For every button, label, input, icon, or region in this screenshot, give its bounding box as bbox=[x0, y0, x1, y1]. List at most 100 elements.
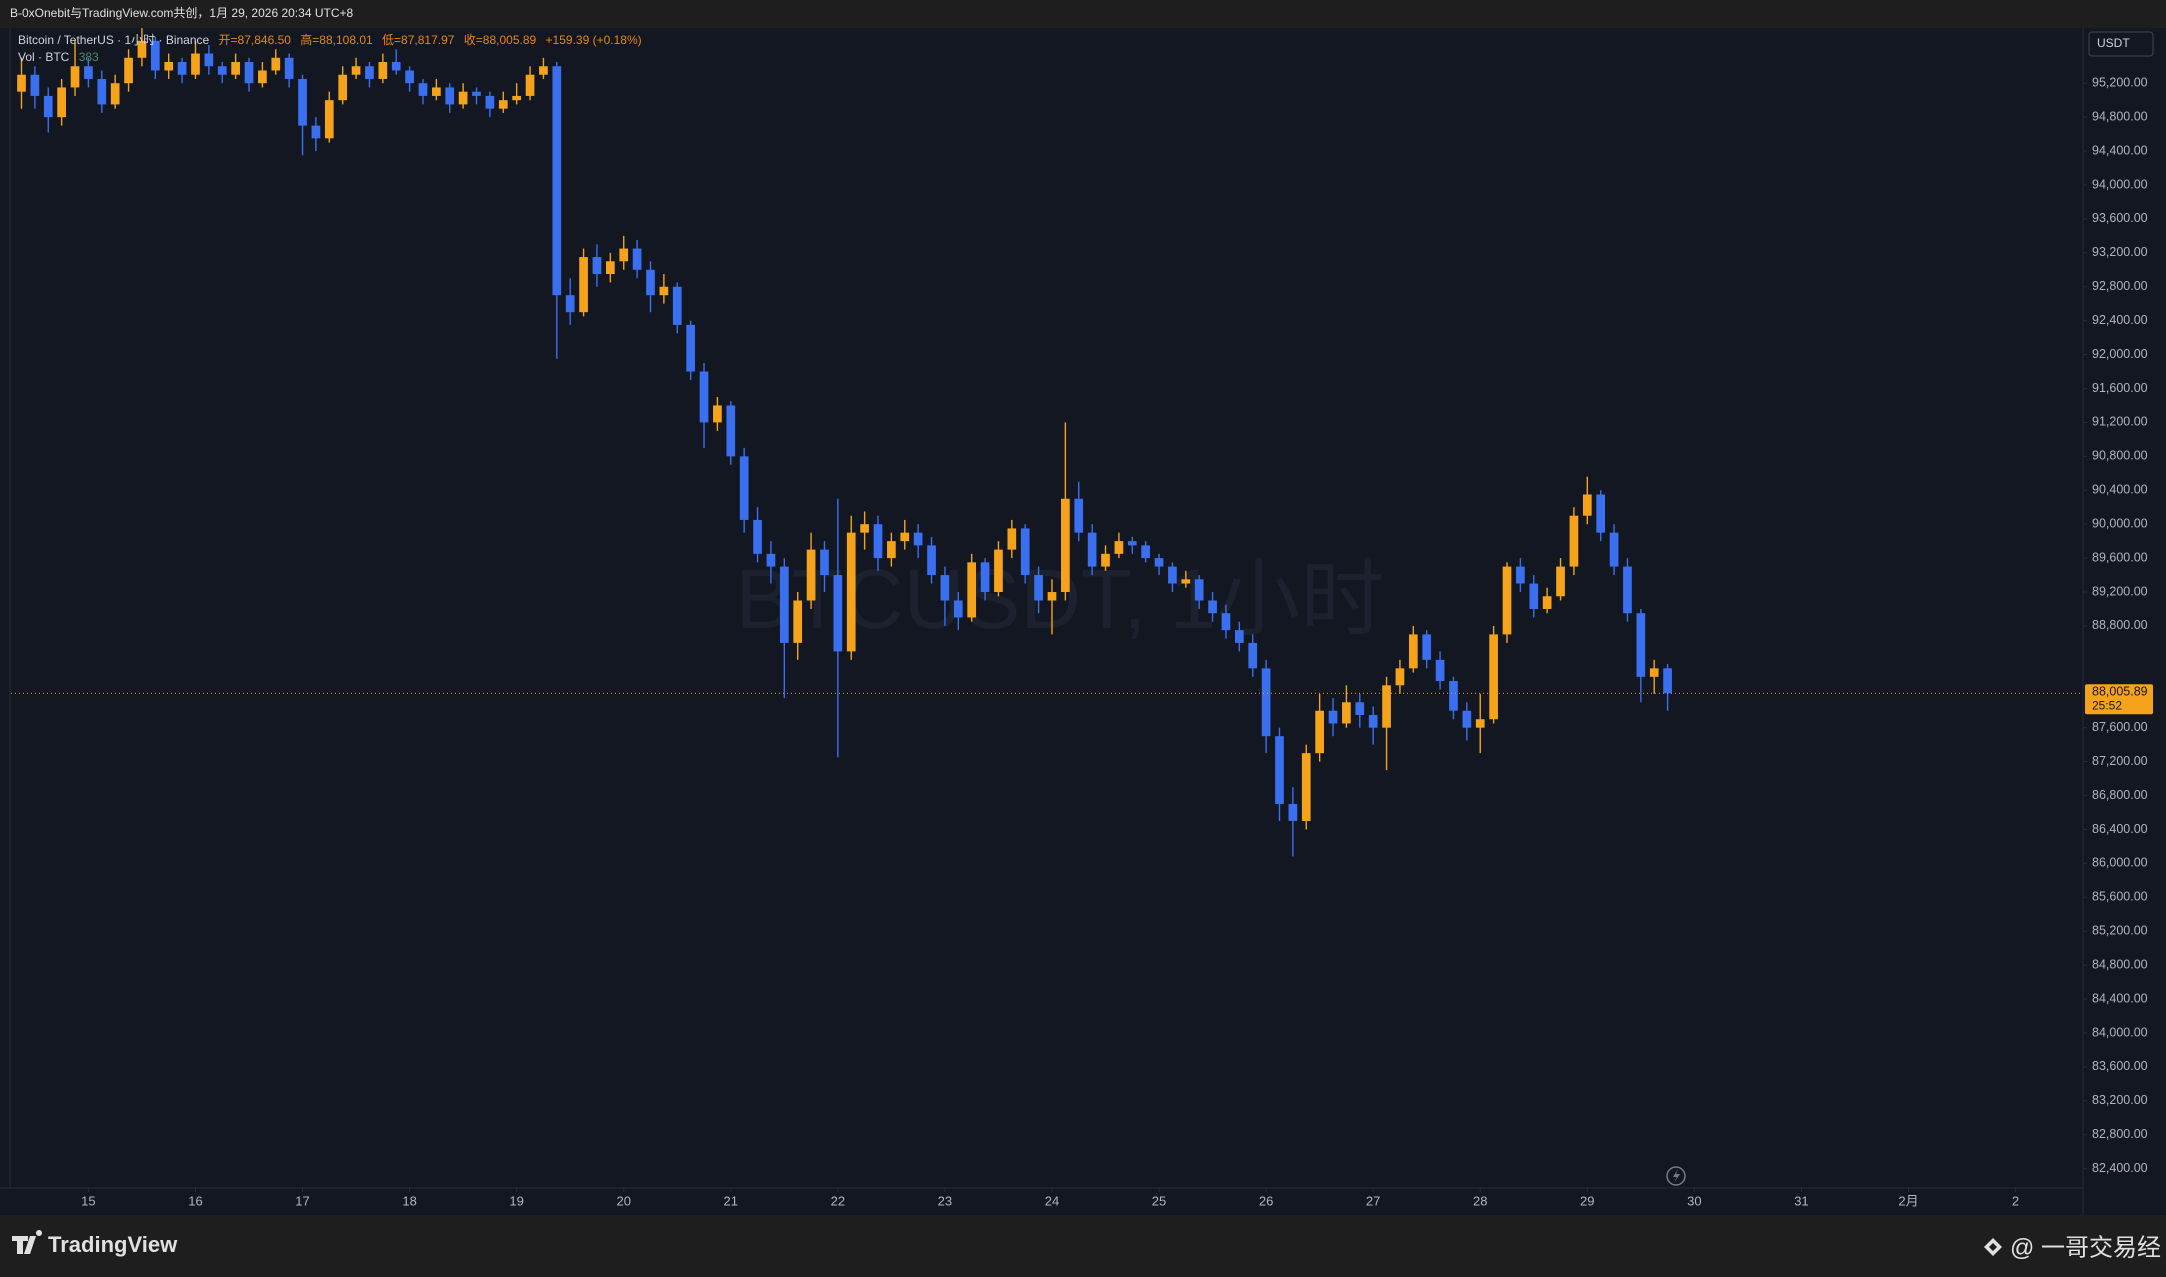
candle-body bbox=[552, 66, 562, 296]
symbol: Bitcoin / TetherUS · 1小时 · Binance bbox=[18, 33, 210, 47]
candle-body bbox=[1382, 685, 1391, 728]
candle-body bbox=[833, 575, 843, 652]
legend-line: Bitcoin / TetherUS · 1小时 · Binance 开=87,… bbox=[18, 32, 642, 47]
candle-body bbox=[900, 532, 910, 542]
currency-button[interactable] bbox=[2088, 31, 2154, 57]
candle-body bbox=[258, 70, 267, 84]
x-tick-label: 21 bbox=[724, 1193, 738, 1208]
brand-logo bbox=[12, 1230, 43, 1254]
y-tick-label: 94,800.00 bbox=[2092, 109, 2148, 123]
candle-body bbox=[1087, 532, 1097, 567]
currency-label[interactable]: USDT bbox=[2097, 36, 2130, 50]
candle-body bbox=[1181, 579, 1191, 584]
candle-body bbox=[632, 248, 642, 270]
candle-body bbox=[1542, 596, 1552, 609]
ohlc-high: 高=88,108.01 bbox=[300, 32, 373, 47]
candle-body bbox=[1315, 710, 1324, 754]
candle-body bbox=[1141, 545, 1151, 559]
candle-body bbox=[726, 405, 736, 457]
x-tick-label: 18 bbox=[402, 1193, 416, 1208]
candle-body bbox=[1408, 634, 1418, 669]
candle-body bbox=[1623, 566, 1632, 614]
candle-body bbox=[204, 53, 214, 67]
y-tick-label: 85,200.00 bbox=[2092, 924, 2148, 938]
candle-body bbox=[1342, 702, 1351, 724]
candle-body bbox=[1074, 498, 1084, 533]
candle-body bbox=[284, 57, 294, 79]
candle-body bbox=[1355, 702, 1365, 715]
candle-body bbox=[806, 549, 816, 601]
y-tick-label: 89,600.00 bbox=[2092, 550, 2148, 564]
candles bbox=[17, 28, 1672, 857]
candle-body bbox=[1034, 575, 1043, 601]
x-tick-label: 15 bbox=[81, 1193, 95, 1208]
candle-body bbox=[967, 562, 977, 618]
candle-body bbox=[324, 100, 334, 139]
candle-body bbox=[512, 95, 522, 101]
candle-body bbox=[1101, 553, 1110, 567]
candle-body bbox=[1208, 600, 1217, 614]
y-tick-label: 84,000.00 bbox=[2092, 1025, 2148, 1039]
candle-body bbox=[485, 95, 495, 109]
candle-body bbox=[1582, 494, 1592, 516]
candle-body bbox=[887, 541, 896, 559]
ohlc-open: 开=87,846.50 bbox=[219, 33, 292, 47]
x-tick-label: 22 bbox=[831, 1193, 845, 1208]
candle-body bbox=[137, 40, 147, 58]
candle-body bbox=[30, 74, 40, 96]
candle-body bbox=[1234, 630, 1244, 643]
x-tick-label: 24 bbox=[1045, 1193, 1059, 1208]
candle-body bbox=[1168, 566, 1177, 584]
candle-body bbox=[1609, 532, 1619, 567]
candle-body bbox=[1114, 541, 1124, 554]
lightning-icon[interactable] bbox=[1673, 1169, 1680, 1183]
candle-body bbox=[1395, 668, 1405, 686]
candle-body bbox=[1288, 804, 1298, 821]
candle-body bbox=[70, 66, 80, 88]
candle-body bbox=[927, 545, 936, 576]
candle-body bbox=[84, 66, 93, 79]
candle-body bbox=[766, 553, 776, 567]
candle-body bbox=[17, 74, 26, 92]
ohlc-close: 收=88,005.89 bbox=[464, 33, 537, 47]
x-tick-label: 27 bbox=[1366, 1193, 1380, 1208]
candle-body bbox=[231, 62, 240, 75]
y-tick-label: 86,000.00 bbox=[2092, 856, 2148, 870]
candle-body bbox=[699, 371, 709, 423]
candle-body bbox=[177, 62, 187, 75]
y-tick-label: 92,000.00 bbox=[2092, 347, 2148, 361]
candle-body bbox=[1502, 566, 1512, 635]
candle-body bbox=[940, 575, 950, 601]
candle-body bbox=[713, 405, 722, 423]
y-tick-label: 93,600.00 bbox=[2092, 211, 2148, 225]
y-tick-label: 92,800.00 bbox=[2092, 279, 2148, 293]
x-tick-label: 16 bbox=[188, 1193, 202, 1208]
candle-body bbox=[1047, 592, 1057, 601]
candle-body bbox=[150, 40, 160, 71]
top-bar bbox=[0, 0, 2166, 28]
candle-body bbox=[1301, 753, 1311, 821]
candle-body bbox=[338, 74, 348, 101]
x-tick-label: 17 bbox=[295, 1193, 309, 1208]
y-tick-label: 92,400.00 bbox=[2092, 313, 2148, 327]
x-tick-label: 26 bbox=[1259, 1193, 1273, 1208]
lightning-button[interactable] bbox=[1666, 1166, 1686, 1186]
candle-body bbox=[1663, 668, 1672, 694]
y-tick-label: 85,600.00 bbox=[2092, 890, 2148, 904]
candle-body bbox=[1435, 659, 1445, 682]
candle-body bbox=[217, 66, 227, 75]
x-tick-label: 31 bbox=[1794, 1193, 1808, 1208]
y-tick-label: 86,400.00 bbox=[2092, 822, 2148, 836]
x-tick-label: 2月 bbox=[1898, 1193, 1918, 1208]
y-tick-label: 82,800.00 bbox=[2092, 1127, 2148, 1141]
candle-body bbox=[1529, 583, 1539, 609]
candle-body bbox=[191, 53, 200, 75]
candle-body bbox=[458, 91, 468, 105]
candle-body bbox=[43, 95, 53, 118]
y-tick-label: 82,400.00 bbox=[2092, 1161, 2148, 1175]
candle-body bbox=[432, 87, 441, 96]
candle-body bbox=[445, 87, 455, 105]
y-tick-label: 90,800.00 bbox=[2092, 449, 2148, 463]
y-tick-label: 95,200.00 bbox=[2092, 76, 2148, 90]
candle-body bbox=[793, 600, 803, 643]
